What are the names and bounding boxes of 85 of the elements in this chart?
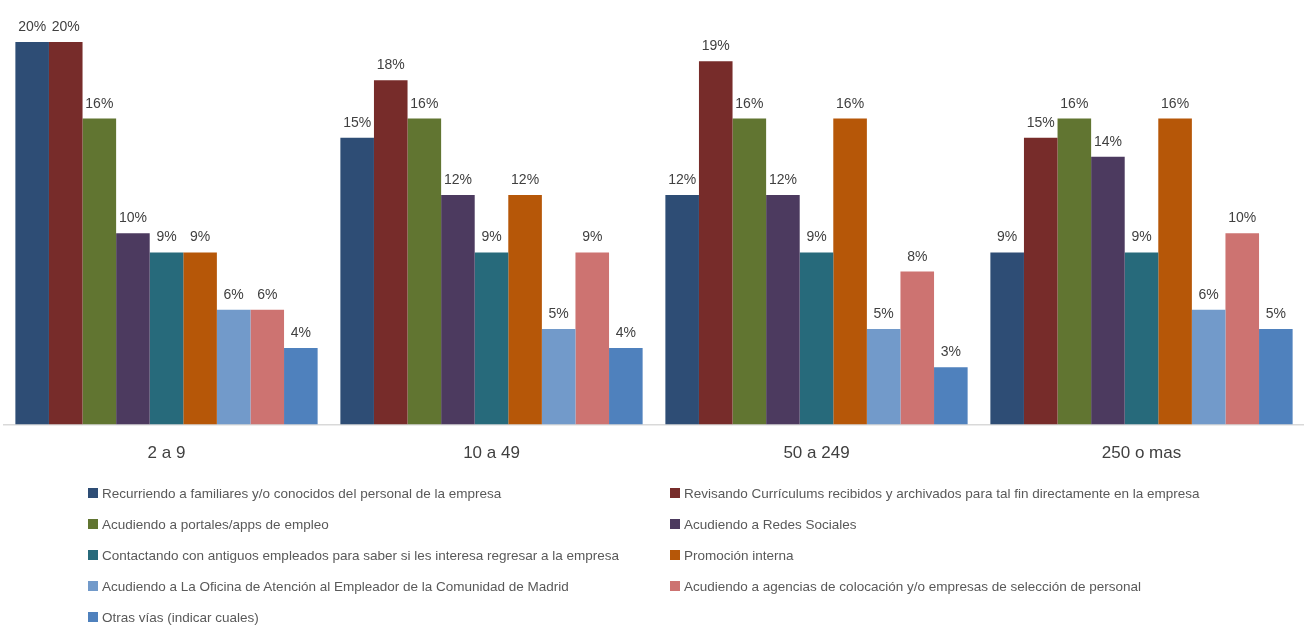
bar	[508, 195, 542, 425]
data-label: 20%	[18, 18, 47, 34]
bar	[441, 195, 475, 425]
data-label: 6%	[1198, 285, 1219, 302]
data-label: 8%	[907, 247, 928, 264]
bar	[183, 252, 217, 425]
bar	[250, 309, 285, 425]
data-label: 9%	[189, 228, 211, 245]
data-label: 18%	[376, 56, 405, 73]
legend-label: Acudiendo a agencias de colocación y/o empresas de selección de personal	[684, 578, 1142, 594]
bar	[799, 252, 834, 425]
bar	[284, 348, 318, 425]
data-label: 12%	[511, 171, 540, 188]
data-label: 4%	[615, 324, 636, 341]
data-label: 16%	[735, 94, 764, 111]
data-label: 16%	[1161, 94, 1190, 111]
data-label: 16%	[836, 94, 865, 111]
data-label: 19%	[701, 37, 730, 54]
bar	[1091, 156, 1125, 425]
x-tick-label: 50 a 249	[783, 443, 850, 463]
data-label: 12%	[443, 171, 472, 188]
data-label: 10%	[118, 209, 147, 226]
bar	[1158, 118, 1192, 425]
bar	[1191, 309, 1226, 425]
bar	[48, 42, 83, 425]
bar	[116, 233, 150, 425]
bar	[665, 195, 699, 425]
data-label: 6%	[223, 285, 244, 302]
x-tick-label: 10 a 49	[463, 443, 520, 463]
data-label: 6%	[257, 285, 278, 302]
legend-label: Revisando Currículums recibidos y archivados para tal fin directamente en la empresa	[684, 485, 1200, 501]
data-label: 16%	[410, 94, 439, 111]
bar	[1057, 118, 1092, 425]
bar	[833, 118, 867, 425]
bar	[990, 252, 1024, 425]
bar	[407, 118, 442, 425]
bar	[934, 367, 968, 425]
legend-label: Promoción interna	[684, 547, 794, 563]
bar	[866, 328, 901, 425]
legend-label: Acudiendo a Redes Sociales	[684, 516, 857, 532]
bar	[698, 61, 733, 425]
data-label: 3%	[940, 343, 961, 360]
x-tick-label: 250 o mas	[1101, 443, 1182, 463]
data-label: 5%	[873, 304, 894, 321]
legend-label: Contactando con antiguos empleados para saber si les interesa regresar a la empresa	[102, 547, 620, 563]
data-label: 10%	[1228, 209, 1257, 226]
data-label: 16%	[85, 94, 114, 111]
x-tick-label: 2 a 9	[147, 443, 186, 463]
data-label: 9%	[1131, 228, 1152, 245]
data-label: 20%	[51, 18, 80, 34]
bar	[474, 252, 509, 425]
bar	[149, 252, 184, 425]
bar	[609, 348, 643, 425]
data-label: 12%	[768, 171, 797, 188]
data-label: 12%	[668, 171, 697, 188]
data-label: 9%	[156, 228, 177, 245]
data-label: 5%	[548, 304, 569, 321]
bar	[1023, 137, 1058, 425]
legend-label: Otras vías (indicar cuales)	[102, 609, 259, 625]
bar	[1124, 252, 1159, 425]
data-label: 15%	[1026, 113, 1055, 130]
legend-label: Acudiendo a La Oficina de Atención al Empleador de la Comunidad de Madrid	[102, 578, 569, 594]
bar	[766, 195, 800, 425]
legend-label: Acudiendo a portales/apps de empleo	[102, 516, 329, 532]
data-label: 9%	[582, 228, 603, 245]
data-label: 14%	[1093, 132, 1122, 149]
data-label: 5%	[1265, 304, 1286, 321]
bar	[82, 118, 117, 425]
data-label: 9%	[997, 228, 1018, 245]
legend-label: Recurriendo a familiares y/o conocidos del personal de la empresa	[102, 485, 502, 501]
bar	[340, 137, 374, 425]
bar	[732, 118, 767, 425]
data-label: 16%	[1060, 94, 1089, 111]
bar	[900, 271, 935, 425]
bar	[373, 80, 408, 425]
bar	[1225, 233, 1260, 425]
bar	[216, 309, 251, 425]
data-label: 9%	[806, 228, 827, 245]
data-label: 4%	[290, 324, 311, 341]
bar	[575, 252, 610, 425]
data-label: 9%	[481, 228, 502, 245]
data-label: 15%	[343, 113, 372, 130]
bar	[541, 328, 576, 425]
bar	[1259, 328, 1293, 425]
bar	[15, 42, 49, 425]
